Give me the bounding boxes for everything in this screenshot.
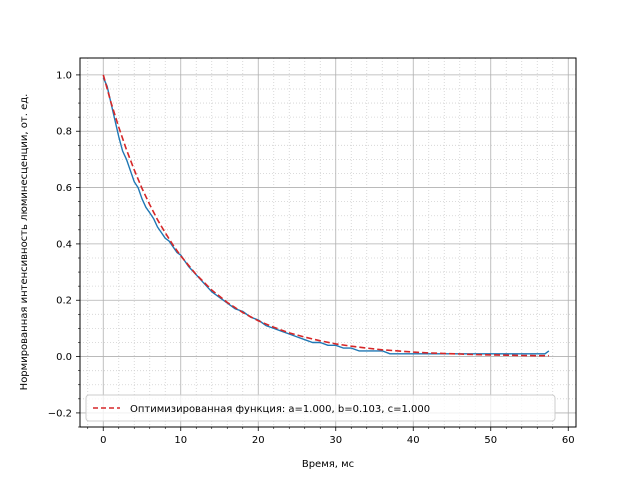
- x-axis-ticks: 0 10 20 30 40 50 60: [87, 427, 575, 446]
- x-axis-title: Время, мс: [302, 459, 354, 470]
- y-tick-label: −0.2: [48, 408, 72, 419]
- plot-frame: [79, 57, 577, 428]
- y-tick-label: 0.6: [56, 183, 72, 194]
- y-axis-title: Нормированная интенсивность люминесценци…: [19, 94, 30, 391]
- measured-signal-line: [102, 77, 550, 355]
- x-tick-label: 40: [407, 435, 420, 446]
- y-tick-label: 1.0: [56, 70, 72, 81]
- x-tick-label: 0: [100, 435, 106, 446]
- x-tick-label: 20: [252, 435, 265, 446]
- y-tick-label: 0.4: [56, 239, 72, 250]
- y-axis-ticks: −0.2 0.0 0.2 0.4 0.6 0.8 1.0: [48, 70, 80, 428]
- legend: Оптимизированная функция: a=1.000, b=0.1…: [85, 394, 556, 422]
- x-tick-label: 10: [174, 435, 187, 446]
- y-tick-label: 0.2: [56, 296, 72, 307]
- x-tick-label: 50: [484, 435, 497, 446]
- x-tick-label: 30: [329, 435, 342, 446]
- legend-box: [85, 394, 556, 422]
- x-tick-label: 60: [562, 435, 575, 446]
- y-tick-label: 0.0: [56, 352, 72, 363]
- fit-curve: [102, 74, 549, 357]
- series-layer: [102, 74, 550, 357]
- legend-label-fit: Оптимизированная функция: a=1.000, b=0.1…: [130, 404, 430, 415]
- y-tick-label: 0.8: [56, 127, 72, 138]
